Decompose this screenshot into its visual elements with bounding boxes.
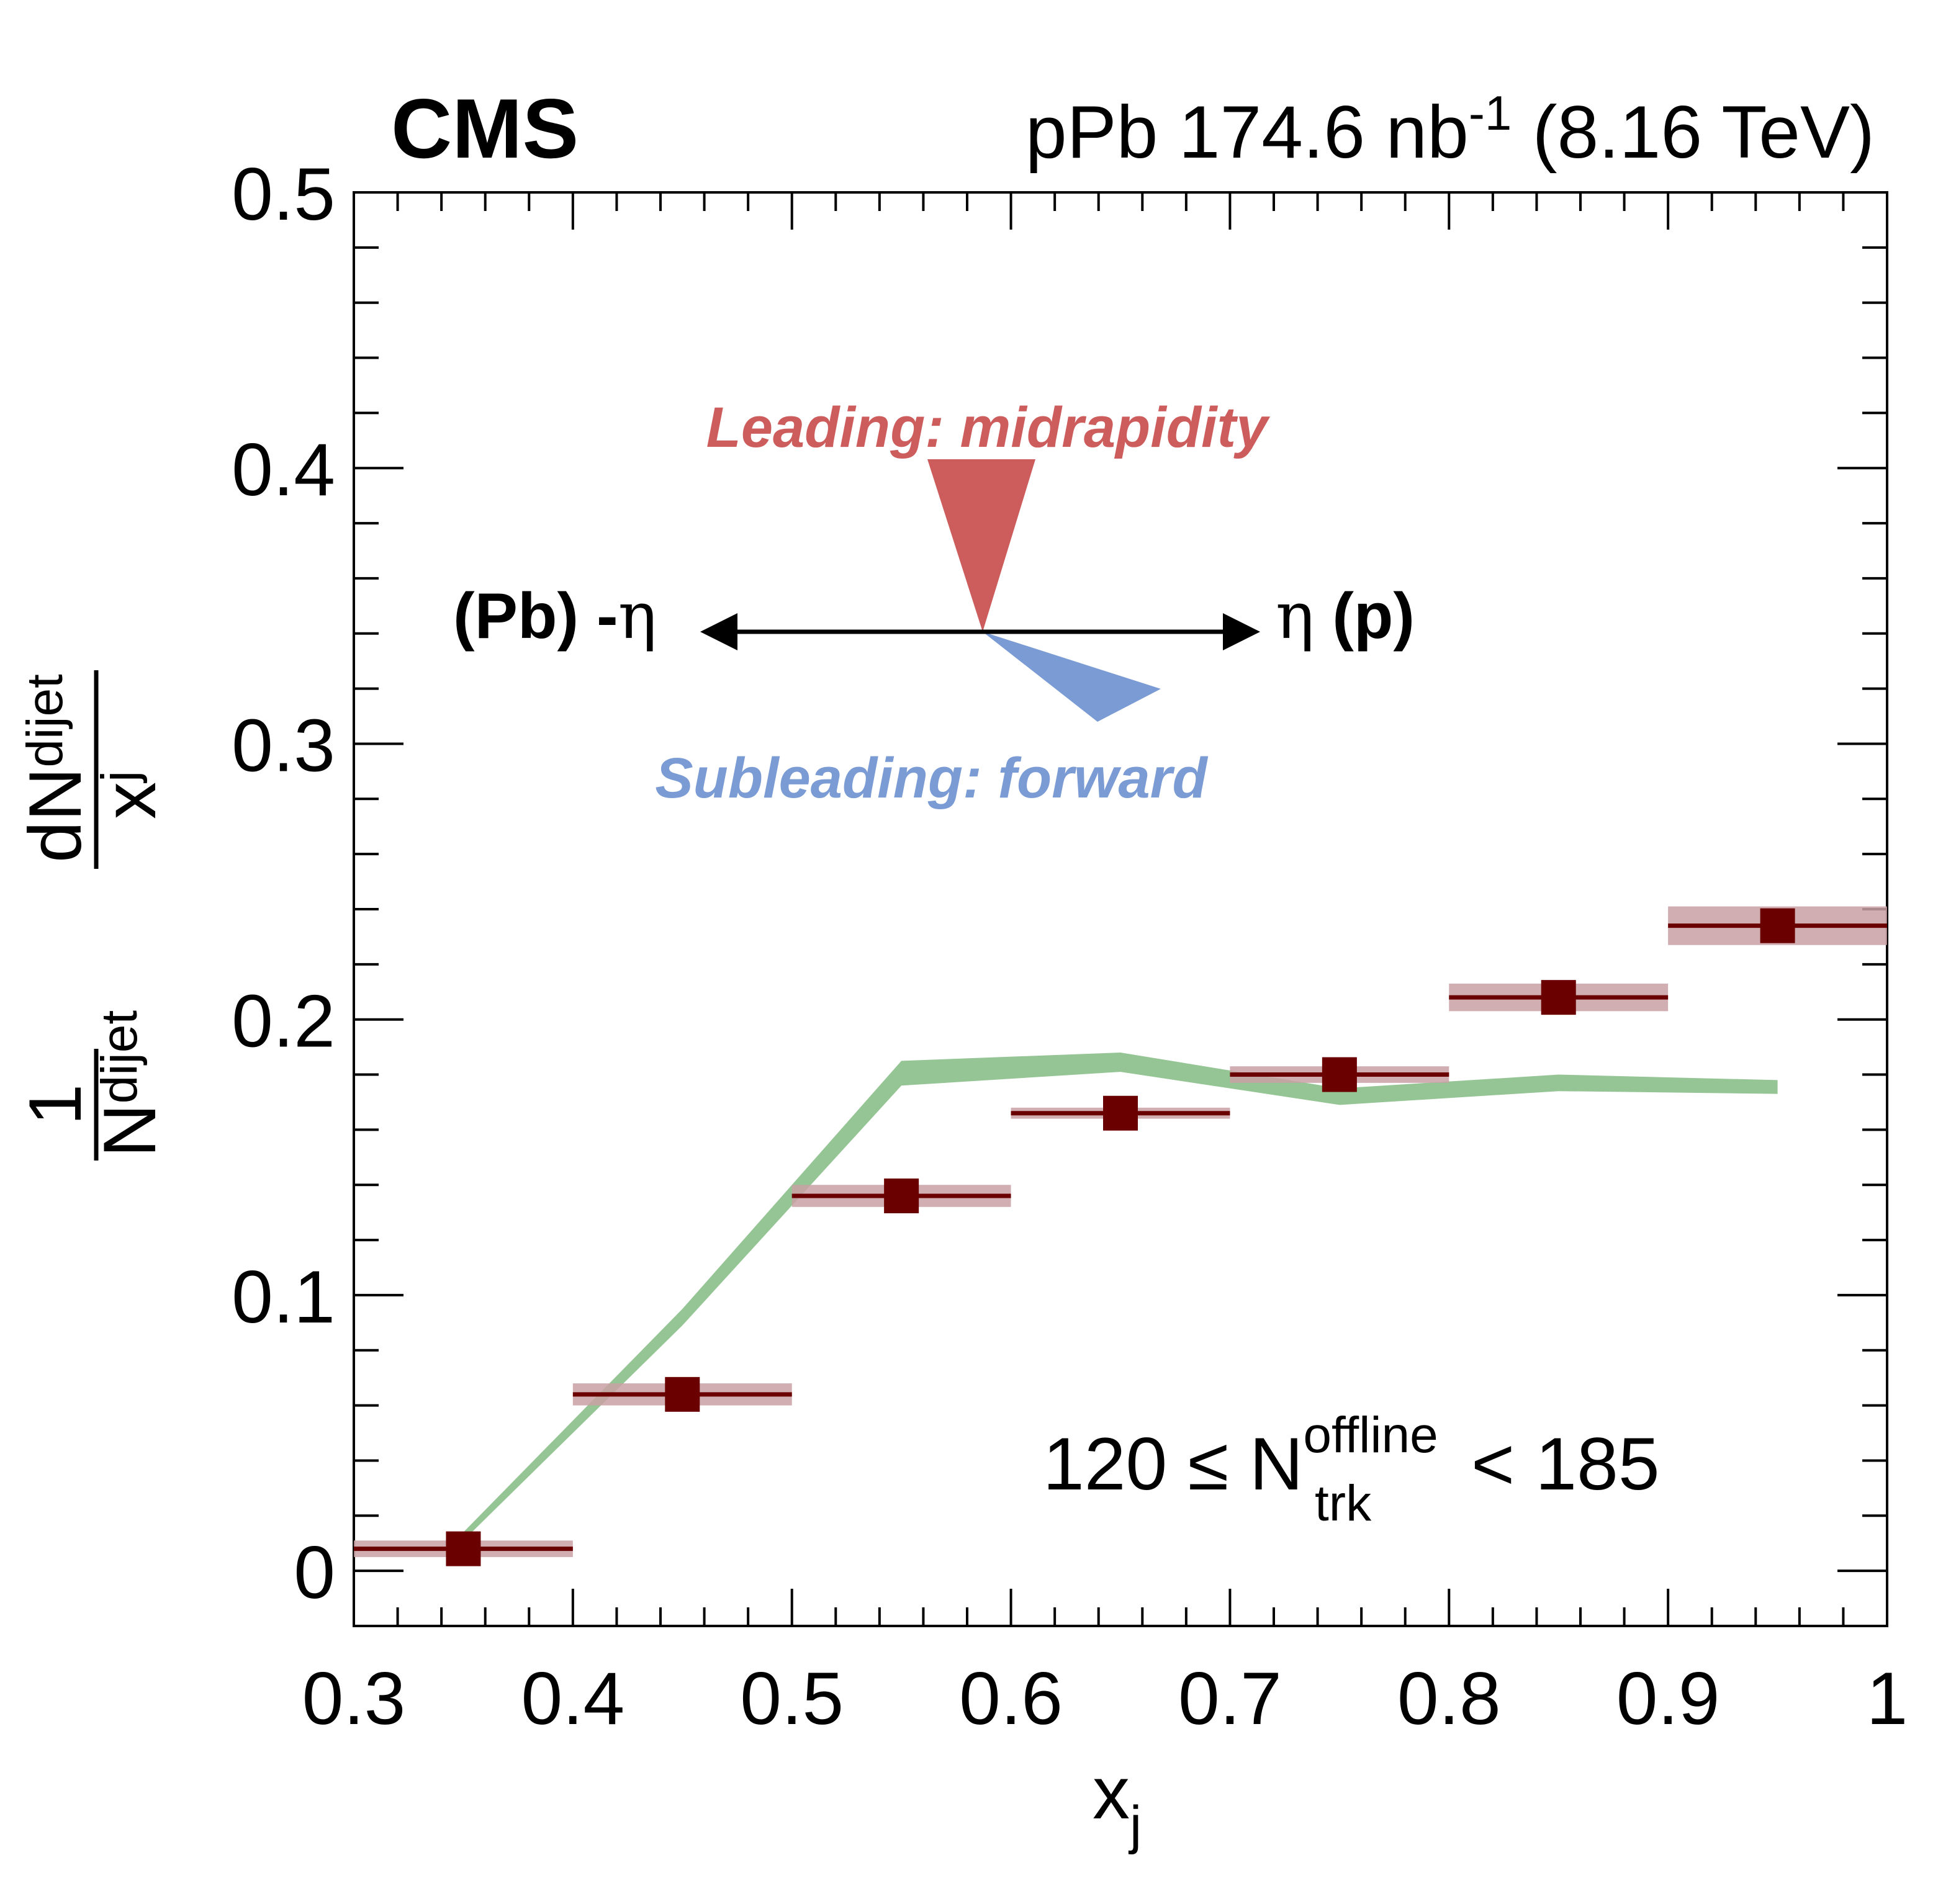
multiplicity-selection: 120 ≤ Noffline trk < 185 xyxy=(1043,1407,1660,1532)
y-tick-label: 0 xyxy=(294,1531,335,1614)
y-title-den2: xj xyxy=(88,771,171,819)
x-tick-label: 0.5 xyxy=(740,1657,844,1740)
y-title-den2-sub: j xyxy=(91,771,148,783)
energy-label: (8.16 TeV) xyxy=(1533,91,1875,174)
system-label: pPb xyxy=(1025,91,1158,174)
y-title-num2: dNdijet xyxy=(14,674,97,863)
y-tick-label: 0.1 xyxy=(232,1255,335,1339)
arrow-right-head-icon xyxy=(1223,613,1260,650)
y-axis-title: 1 Ndijet dNdijet xj xyxy=(14,670,171,1161)
x-tick-label: 0.6 xyxy=(959,1657,1063,1740)
data-point-marker xyxy=(446,1531,481,1566)
lumi-label: pPb 174.6 nb-1 (8.16 TeV) xyxy=(1025,86,1875,174)
subleading-jet-cone xyxy=(983,632,1161,722)
leading-jet-cone xyxy=(927,459,1035,632)
y-title-den1-sub: dijet xyxy=(91,1010,148,1104)
y-title-den1-main: N xyxy=(88,1103,171,1157)
cms-label: CMS xyxy=(391,81,579,176)
selection-sub: trk xyxy=(1315,1475,1372,1532)
data-point-marker xyxy=(884,1179,919,1213)
axis-ticks xyxy=(353,191,1888,1627)
x-tick-label: 0.9 xyxy=(1616,1657,1720,1740)
x-tick-label: 1 xyxy=(1867,1657,1908,1740)
lumi-unit: nb xyxy=(1386,91,1468,174)
selection-prefix: 120 ≤ N xyxy=(1043,1422,1303,1506)
y-tick-label: 0.5 xyxy=(232,153,335,236)
pb-eta-symbol: η xyxy=(618,578,657,653)
pb-side-text: (Pb) - xyxy=(453,580,618,652)
y-tick-label: 0.4 xyxy=(232,428,335,511)
x-tick-label: 0.3 xyxy=(302,1657,406,1740)
y-title-num1: 1 xyxy=(14,1084,97,1126)
leading-label: Leading: midrapidity xyxy=(706,396,1271,459)
x-tick-label: 0.7 xyxy=(1178,1657,1282,1740)
pb-side-label: (Pb) -η xyxy=(453,578,657,653)
x-axis-var: x xyxy=(1093,1751,1130,1834)
data-points-group xyxy=(354,906,1887,1566)
subleading-label: Subleading: forward xyxy=(655,747,1208,810)
lumi-value: 174.6 xyxy=(1179,91,1365,174)
y-title-num2-sub: dijet xyxy=(17,674,73,768)
x-axis-sub: j xyxy=(1128,1795,1142,1855)
x-axis-title: xj xyxy=(1093,1751,1142,1855)
y-tick-label: 0.2 xyxy=(232,980,335,1063)
x-tick-label: 0.4 xyxy=(521,1657,624,1740)
selection-sup: offline xyxy=(1303,1407,1438,1463)
arrow-left-head-icon xyxy=(700,613,737,650)
y-title-num2-main: dN xyxy=(14,768,97,863)
y-tick-labels: 0 0.1 0.2 0.3 0.4 0.5 xyxy=(232,153,335,1614)
x-tick-labels: 0.3 0.4 0.5 0.6 0.7 0.8 0.9 1 xyxy=(302,1657,1908,1740)
y-title-den1: Ndijet xyxy=(88,1010,171,1157)
data-point-marker xyxy=(665,1376,700,1412)
p-eta-symbol: η xyxy=(1276,578,1314,653)
p-side-label: η (p) xyxy=(1276,578,1415,653)
data-point-marker xyxy=(1103,1095,1138,1131)
y-tick-label: 0.3 xyxy=(232,704,335,787)
p-side-text: (p) xyxy=(1332,580,1415,652)
y-title-den2-main: x xyxy=(88,782,171,819)
data-point-marker xyxy=(1541,980,1576,1015)
data-point-marker xyxy=(1760,908,1795,943)
data-point-marker xyxy=(1322,1057,1357,1092)
lumi-exponent: -1 xyxy=(1469,86,1512,140)
selection-suffix: < 185 xyxy=(1471,1422,1660,1506)
x-tick-label: 0.8 xyxy=(1397,1657,1501,1740)
